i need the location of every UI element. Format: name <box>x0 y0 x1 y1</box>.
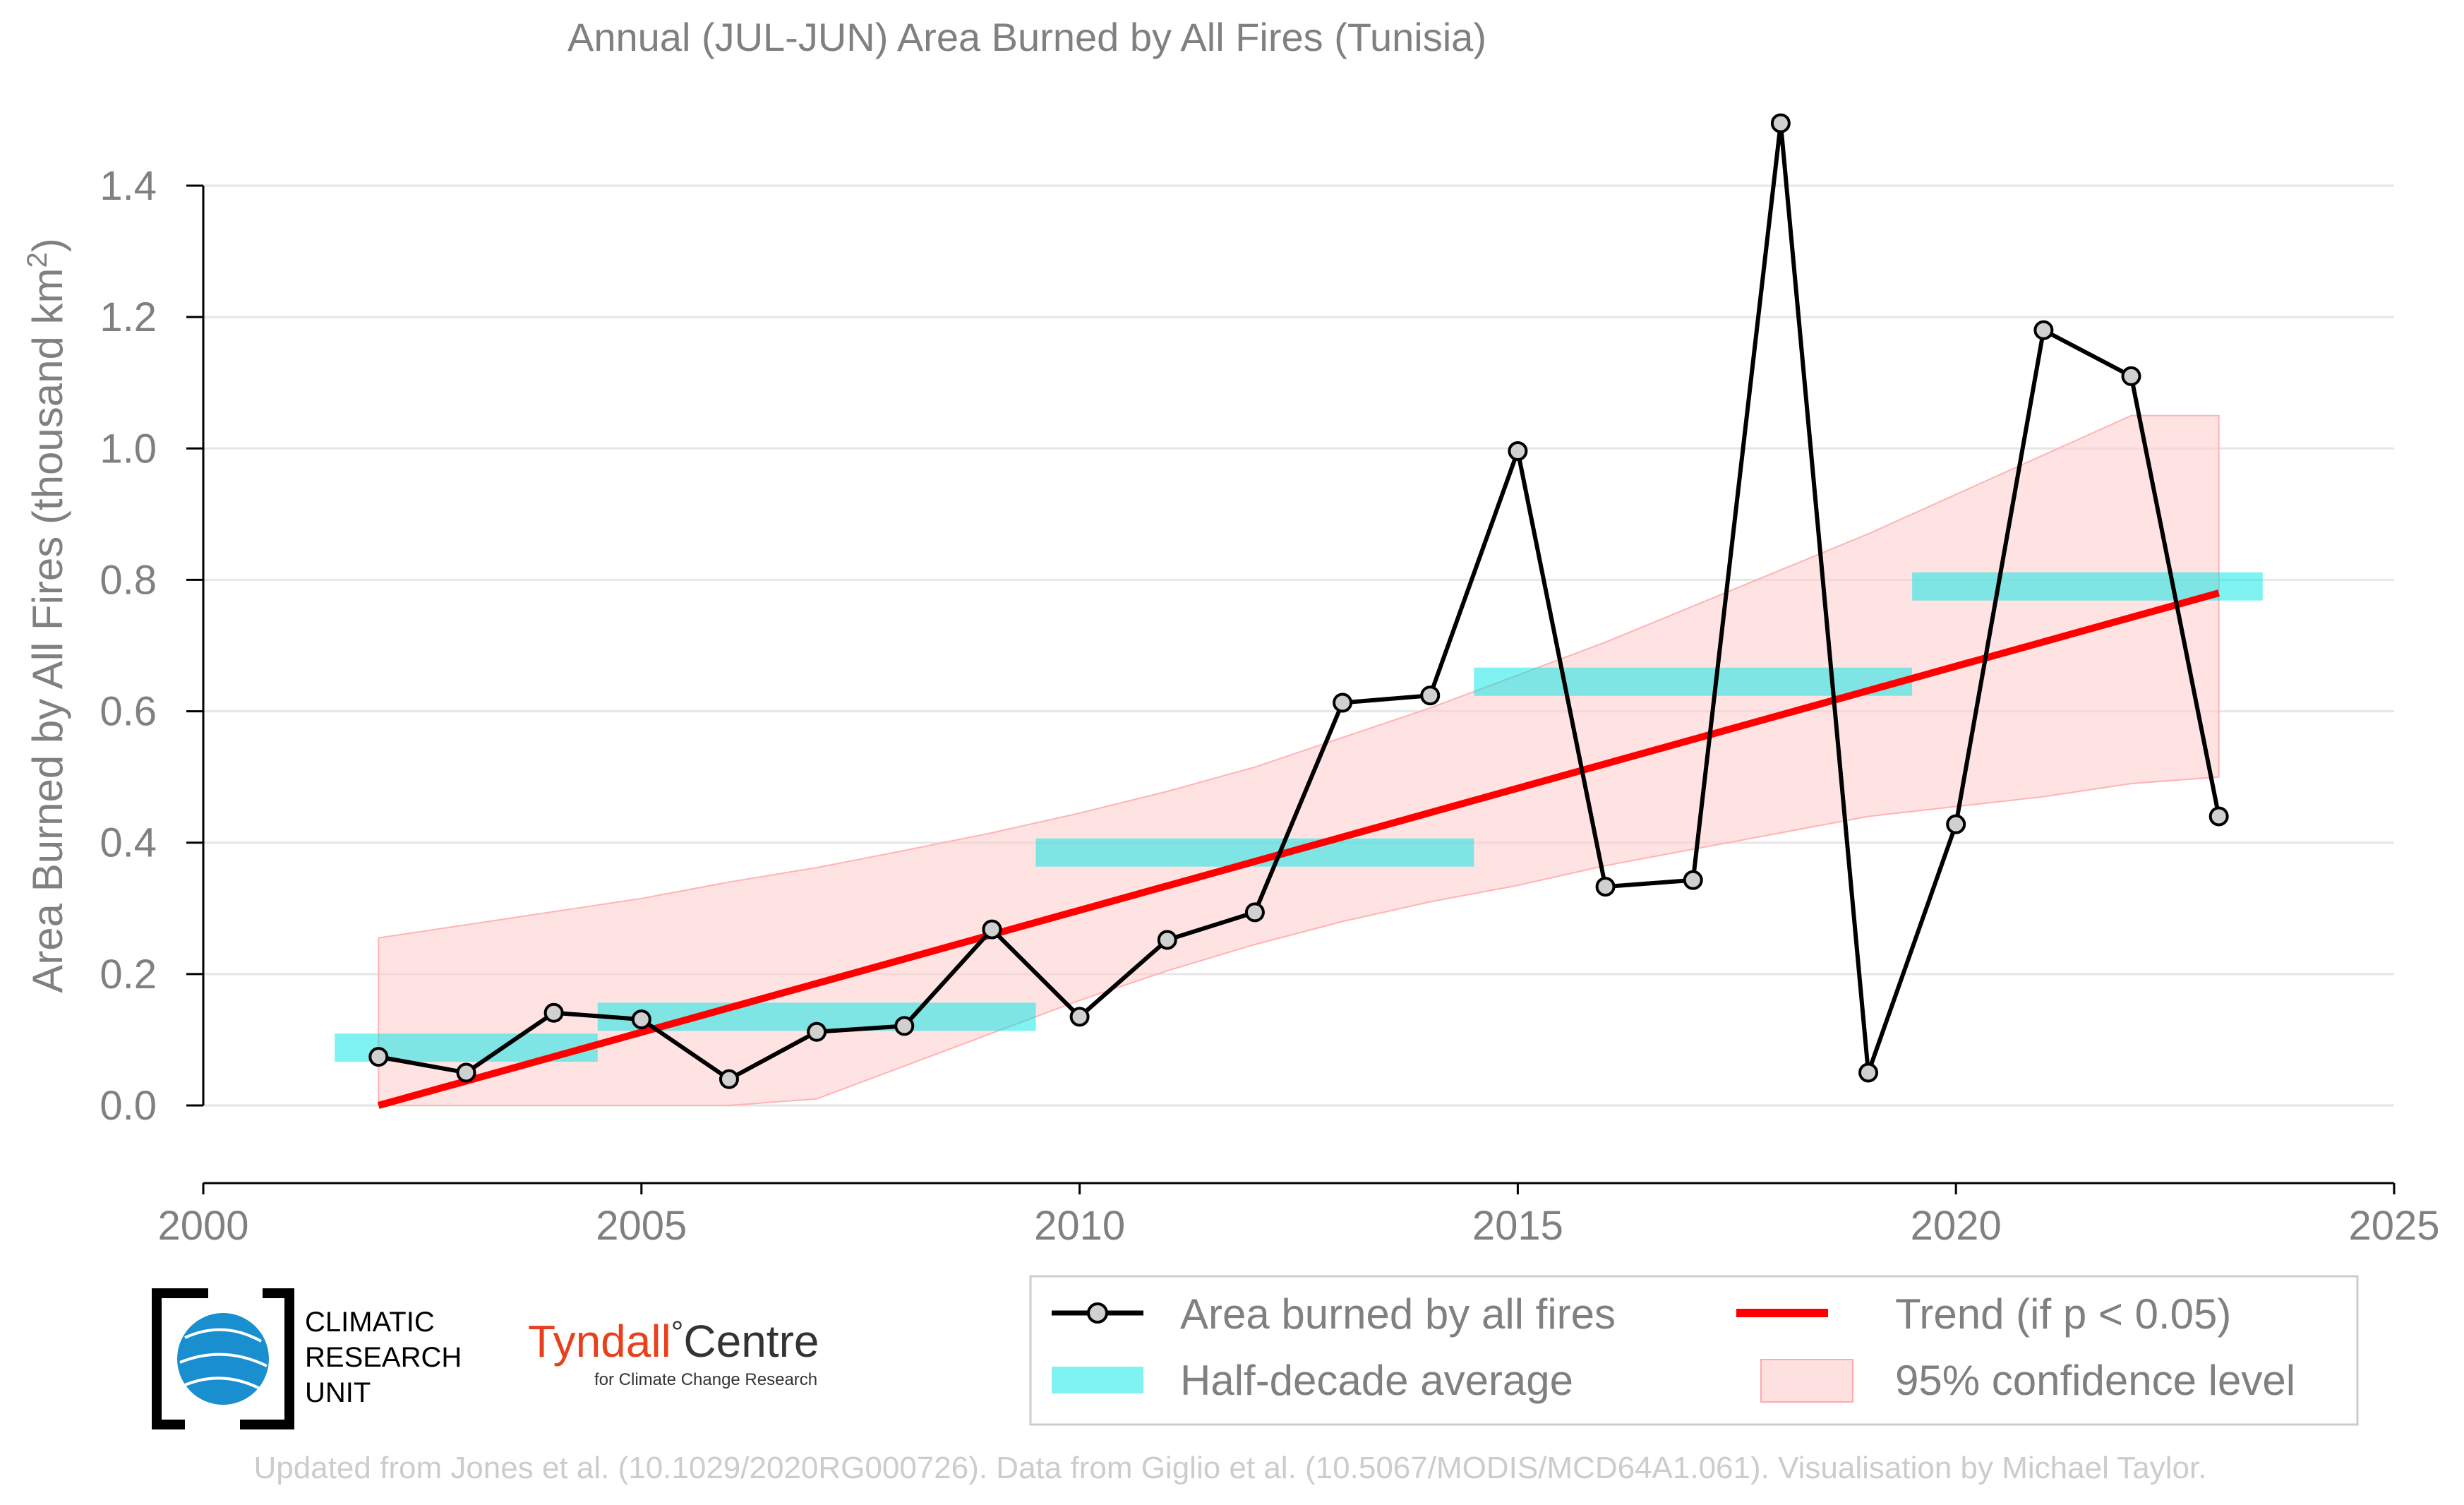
y-tick-label: 0.2 <box>100 952 157 997</box>
legend-label-half-decade: Half-decade average <box>1180 1357 1573 1404</box>
data-point <box>2121 366 2141 386</box>
tyndall-logo: Tyndall°Centre for Climate Change Resear… <box>528 1315 819 1389</box>
confidence-band <box>378 414 2220 1106</box>
y-tick-label: 0.0 <box>100 1083 157 1129</box>
legend-label-confidence: 95% confidence level <box>1895 1357 2295 1404</box>
data-point <box>982 919 1002 940</box>
data-point <box>894 1016 915 1036</box>
x-tick-label: 2010 <box>1034 1203 1125 1249</box>
legend-swatch-half-decade <box>1052 1367 1143 1393</box>
trend-line-group <box>377 589 2220 1109</box>
data-point <box>1858 1062 1879 1083</box>
superscript-2: 2 <box>22 252 53 268</box>
data-point <box>2208 806 2229 827</box>
y-tick-label: 0.8 <box>100 557 157 603</box>
confidence-band-area <box>378 414 2220 1106</box>
cru-logo: CLIMATIC RESEARCH UNIT <box>152 1288 462 1429</box>
data-point <box>1770 113 1791 133</box>
data-point <box>456 1062 476 1083</box>
data-point <box>2033 320 2054 340</box>
data-point <box>1420 685 1441 706</box>
footer-credit: Updated from Jones et al. (10.1029/2020R… <box>254 1451 2207 1485</box>
cru-text-line2: RESEARCH <box>305 1342 462 1373</box>
data-point <box>1069 1007 1090 1027</box>
cru-bracket-frame <box>152 1288 294 1429</box>
y-axis-label: Area Burned by All Fires (thousand km2) <box>22 238 71 993</box>
data-point <box>1595 877 1616 897</box>
y-tick-label: 1.4 <box>100 163 157 209</box>
data-point <box>631 1009 651 1030</box>
legend-label-trend: Trend (if p < 0.05) <box>1895 1290 2231 1338</box>
cru-text-line1: CLIMATIC <box>305 1307 435 1338</box>
y-tick-label: 1.0 <box>100 426 157 472</box>
data-point <box>807 1021 827 1042</box>
cru-globe-lines <box>179 1328 268 1391</box>
tyndall-name-part: Tyndall <box>528 1316 671 1367</box>
tyndall-subtitle: for Climate Change Research <box>594 1370 817 1389</box>
tyndall-centre: Centre <box>683 1316 819 1367</box>
trend-line <box>377 589 2220 1109</box>
data-point <box>543 1002 564 1023</box>
data-point <box>1508 441 1528 462</box>
legend-marker-area-burned <box>1087 1302 1108 1324</box>
data-point <box>1683 870 1703 890</box>
x-tick-label: 2000 <box>157 1203 248 1249</box>
data-point <box>1946 814 1966 834</box>
series-line <box>378 121 2221 1081</box>
legend-swatch-confidence <box>1760 1359 1853 1403</box>
cru-text-line3: UNIT <box>305 1377 371 1408</box>
axes: 0.0 0.2 0.4 0.6 0.8 1.0 1.2 1.4 2000 2005 2010 2015… <box>100 163 2439 1249</box>
data-point <box>1333 692 1353 713</box>
y-tick-label: 0.4 <box>100 820 157 866</box>
legend-label-area-burned: Area burned by all fires <box>1180 1290 1616 1338</box>
x-tick-label: 2015 <box>1472 1203 1563 1249</box>
chart-title: Annual (JUL-JUN) Area Burned by All Fire… <box>567 15 1486 59</box>
half-decade-bar <box>1474 667 1913 696</box>
y-tick-label: 1.2 <box>100 294 157 340</box>
x-tick-label: 2005 <box>596 1203 687 1249</box>
series-area-burned <box>368 113 2229 1089</box>
data-point <box>1157 930 1177 950</box>
data-point <box>368 1047 389 1067</box>
data-point <box>1244 902 1265 923</box>
legend-box <box>1029 1275 2359 1426</box>
x-tick-label: 2025 <box>2348 1203 2439 1249</box>
tyndall-degree: ° <box>671 1315 684 1350</box>
legend: Area burned by all fires Trend (if p < 0… <box>1029 1275 2359 1426</box>
y-tick-label: 0.6 <box>100 689 157 735</box>
tyndall-name: Tyndall°Centre <box>528 1315 819 1367</box>
data-point <box>719 1069 739 1089</box>
x-tick-label: 2020 <box>1911 1203 2002 1249</box>
